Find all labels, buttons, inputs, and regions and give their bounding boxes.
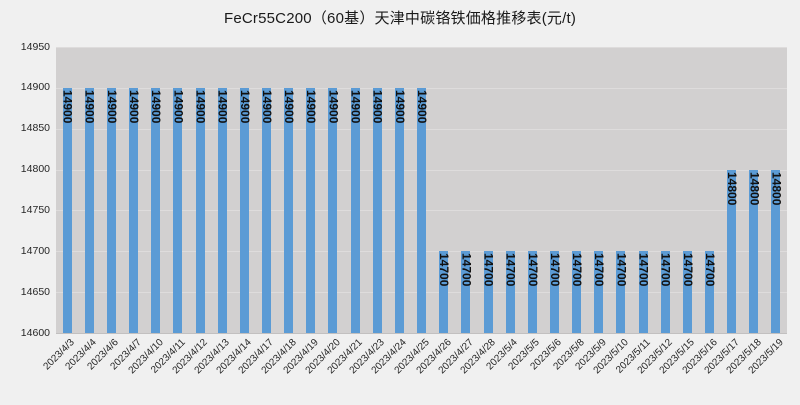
bar-value-label: 14700 bbox=[703, 253, 717, 287]
bar-value-label: 14700 bbox=[636, 253, 651, 287]
bar bbox=[129, 87, 138, 333]
bar bbox=[727, 169, 737, 333]
bar bbox=[638, 251, 648, 333]
bar-value-label: 14700 bbox=[680, 253, 695, 287]
bar-value-label: 14900 bbox=[127, 89, 141, 124]
bar-value-label: 14900 bbox=[215, 89, 230, 124]
bar-value-label: 14900 bbox=[348, 89, 363, 124]
bar-value-label: 14900 bbox=[104, 89, 119, 124]
bar bbox=[660, 251, 670, 333]
bar bbox=[394, 87, 404, 333]
bar bbox=[372, 87, 382, 333]
bar bbox=[106, 87, 116, 333]
bar-value-label: 14900 bbox=[60, 89, 75, 124]
bar-value-label: 14900 bbox=[282, 89, 297, 124]
bar bbox=[350, 87, 360, 333]
chart-title: FeCr55C200（60基）天津中碳铬铁価格推移表(元/t) bbox=[223, 10, 577, 27]
bar-value-label: 14700 bbox=[459, 253, 474, 287]
bar-value-label: 14700 bbox=[570, 253, 585, 287]
bar bbox=[173, 87, 183, 333]
bar bbox=[439, 251, 449, 333]
bar-value-label: 14700 bbox=[614, 253, 629, 287]
bar bbox=[705, 251, 714, 333]
bar bbox=[505, 251, 515, 333]
gridline bbox=[56, 47, 787, 48]
bar-value-label: 14900 bbox=[149, 89, 164, 124]
bar-value-label: 14700 bbox=[547, 253, 562, 287]
bar bbox=[62, 87, 72, 333]
bar bbox=[261, 87, 271, 333]
bar bbox=[549, 251, 559, 333]
bar-value-label: 14900 bbox=[326, 89, 341, 124]
bar bbox=[328, 87, 338, 333]
bar bbox=[594, 251, 604, 333]
bar bbox=[417, 87, 426, 333]
bar bbox=[461, 251, 471, 333]
bar bbox=[239, 87, 249, 333]
bar bbox=[682, 251, 692, 333]
bar bbox=[527, 251, 537, 333]
bar-value-label: 14700 bbox=[592, 253, 607, 287]
bar-value-label: 14900 bbox=[415, 89, 429, 124]
bar-value-label: 14900 bbox=[237, 89, 252, 124]
y-tick-label: 14950 bbox=[20, 40, 50, 53]
bar-value-label: 14900 bbox=[304, 89, 319, 124]
bar bbox=[151, 87, 161, 333]
bar-value-label: 14900 bbox=[82, 89, 97, 124]
bar-value-label: 14800 bbox=[747, 171, 762, 205]
bar-value-label: 14900 bbox=[193, 89, 208, 124]
plot-area: 14900 14900 14900 14900 14900 14900 14900 14900… bbox=[56, 47, 787, 334]
bar-value-label: 14900 bbox=[392, 89, 407, 124]
bar-value-label: 14900 bbox=[171, 89, 186, 124]
bar-value-label: 14900 bbox=[370, 89, 385, 124]
y-tick-label: 14700 bbox=[20, 244, 50, 257]
bar bbox=[84, 87, 94, 333]
y-tick-label: 14800 bbox=[20, 163, 50, 176]
bar bbox=[306, 87, 316, 333]
y-tick-label: 14650 bbox=[20, 285, 50, 298]
bar bbox=[483, 251, 493, 333]
bar bbox=[217, 87, 227, 333]
bar-value-label: 14900 bbox=[259, 89, 274, 124]
bar-value-label: 14800 bbox=[725, 171, 740, 205]
bar-value-label: 14700 bbox=[481, 253, 496, 287]
bar-value-label: 14800 bbox=[769, 171, 784, 205]
bar bbox=[572, 251, 582, 333]
y-tick-label: 14900 bbox=[20, 81, 50, 94]
bar-value-label: 14700 bbox=[503, 253, 518, 287]
bar bbox=[749, 169, 759, 333]
y-tick-label: 14850 bbox=[20, 122, 50, 135]
bar-value-label: 14700 bbox=[525, 253, 540, 287]
bar bbox=[616, 251, 626, 333]
bar bbox=[195, 87, 205, 333]
y-tick-label: 14750 bbox=[20, 203, 50, 216]
bar-value-label: 14700 bbox=[437, 253, 452, 287]
bar bbox=[771, 169, 781, 333]
y-tick-label: 14600 bbox=[20, 326, 50, 339]
bar-value-label: 14700 bbox=[658, 253, 673, 287]
bar bbox=[284, 87, 294, 333]
